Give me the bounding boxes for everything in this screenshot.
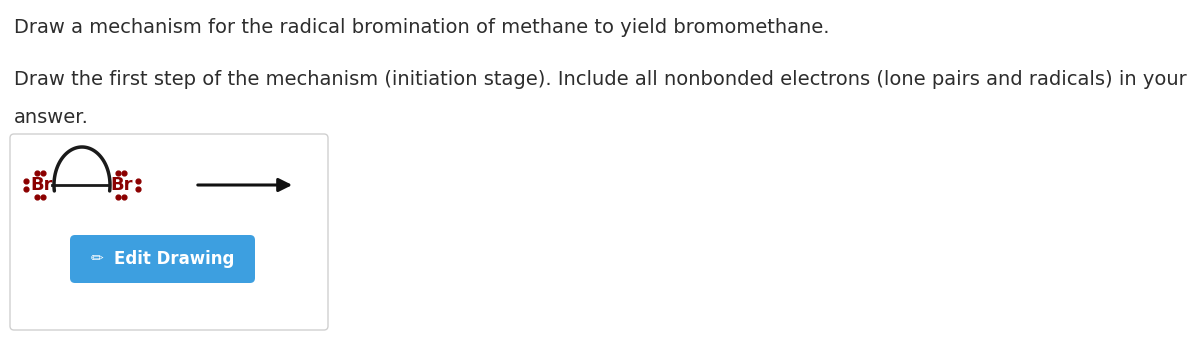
Text: Draw a mechanism for the radical bromination of methane to yield bromomethane.: Draw a mechanism for the radical bromina… xyxy=(14,18,829,37)
Text: Br: Br xyxy=(110,176,132,194)
Text: ✏: ✏ xyxy=(91,251,103,266)
Point xyxy=(128,178,148,184)
Point xyxy=(114,194,133,200)
Point xyxy=(114,170,133,176)
Point xyxy=(28,170,47,176)
Point xyxy=(34,194,53,200)
Point xyxy=(108,194,127,200)
Text: answer.: answer. xyxy=(14,108,89,127)
Point xyxy=(17,178,36,184)
FancyBboxPatch shape xyxy=(10,134,328,330)
Point xyxy=(17,186,36,192)
Point xyxy=(128,186,148,192)
Point xyxy=(28,194,47,200)
Text: Edit Drawing: Edit Drawing xyxy=(114,250,235,268)
Text: Draw the first step of the mechanism (initiation stage). Include all nonbonded e: Draw the first step of the mechanism (in… xyxy=(14,70,1187,89)
FancyBboxPatch shape xyxy=(70,235,256,283)
Text: Br: Br xyxy=(30,176,53,194)
Point xyxy=(108,170,127,176)
Point xyxy=(34,170,53,176)
